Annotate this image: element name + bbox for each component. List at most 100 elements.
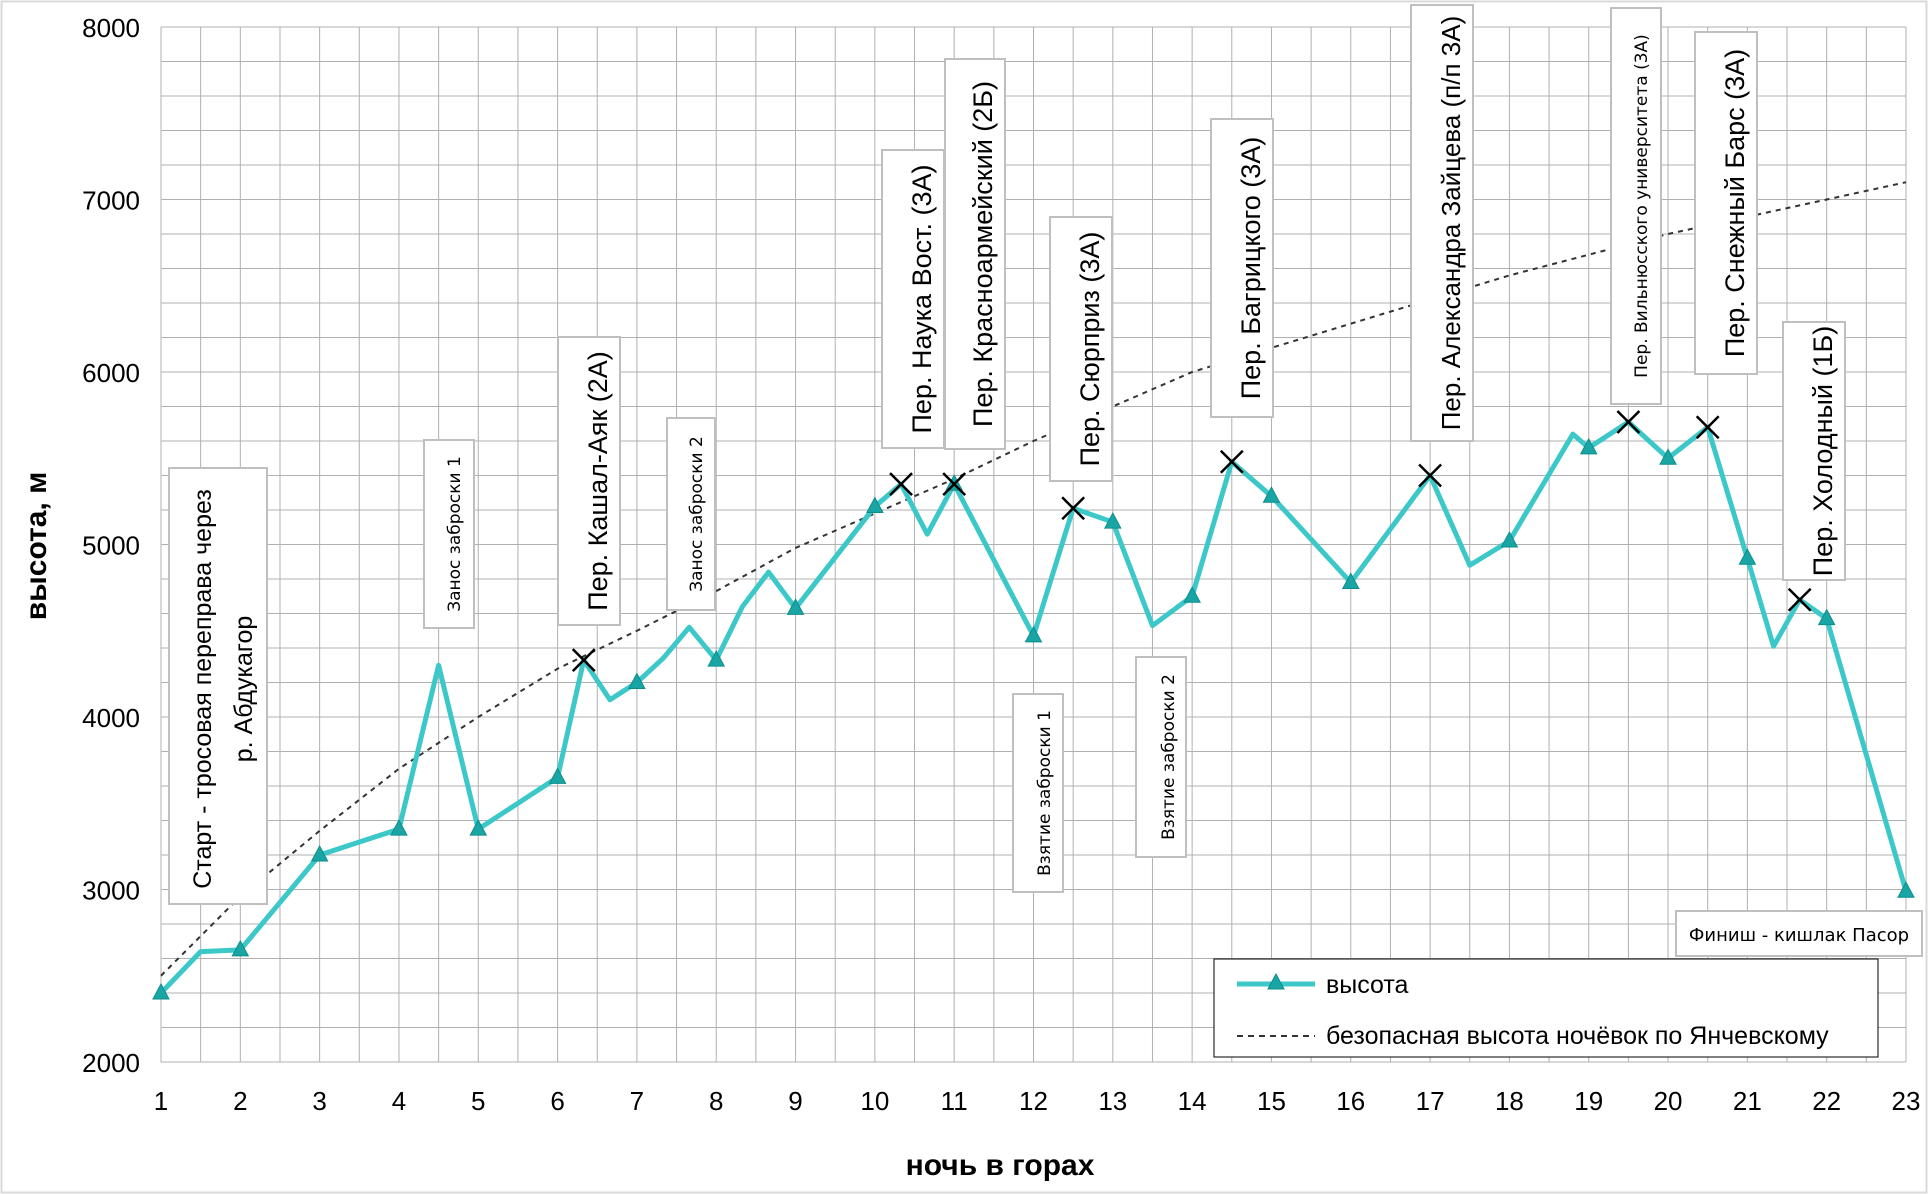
annotation-label: Пер. Кашал-Аяк (2А) [583,351,613,611]
annotation-label: Пер. Вильнюсского университета (3А) [1632,34,1652,378]
annotation-nauka: Пер. Наука Вост. (3А) [881,149,945,449]
x-tick-label: 1 [154,1086,168,1116]
legend-height-marker [1267,972,1285,990]
annotation-finish: Финиш - кишлак Пасор [1675,910,1923,957]
pass-x-marker [1061,496,1086,521]
y-tick-label: 2000 [82,1048,140,1078]
height-point-marker [548,767,567,784]
annotation-krasno: Пер. Красноармейский (2Б) [944,58,1006,450]
annotation-label: Финиш - кишлак Пасор [1689,925,1909,946]
annotation-box [423,439,475,629]
height-point-marker [866,496,884,514]
height-point-marker [786,598,805,615]
x-axis-title: ночь в горах [906,1149,1095,1182]
annotation-box [1610,7,1662,405]
annotations: Старт - тросовая переправа через р. Абдук… [168,4,1923,957]
annotation-box [1694,31,1758,375]
pass-markers [571,410,1812,672]
annotation-label: Взятие заброски 2 [1159,674,1179,840]
x-tick-label: 3 [312,1086,326,1116]
annotation-zaytsev: Пер. Александра Зайцева (п/п 3А) [1410,4,1474,442]
height-point-marker [469,819,488,836]
annotation-label: Пер. Красноармейский (2Б) [968,81,998,427]
annotation-label: р. Абдукагор [230,616,258,763]
x-tick-label: 6 [550,1086,564,1116]
annotation-surpriz: Пер. Сюрприз (3А) [1049,216,1113,482]
y-axis-ticks: 2000 3000 4000 5000 6000 7000 8000 [82,13,140,1078]
height-point-marker [1262,486,1281,503]
pass-x-marker [1219,449,1244,474]
height-point-marker [1500,530,1519,548]
annotation-label: Пер. Сюрприз (3А) [1075,232,1105,467]
annotation-label: Старт - тросовая переправа через [189,489,217,889]
annotation-label: Пер. Снежный Барс (3А) [1720,49,1750,357]
y-tick-label: 7000 [82,186,140,216]
annotation-label: Пер. Холодный (1Б) [1808,326,1838,576]
x-tick-label: 8 [709,1086,723,1116]
annotation-label: Занос заброски 2 [687,436,707,592]
height-point-marker [310,844,329,862]
annotation-vzyatie2: Взятие заброски 2 [1135,656,1187,858]
height-point-marker [1817,608,1836,626]
annotation-label: Взятие заброски 1 [1035,710,1055,876]
annotation-box [1049,216,1113,482]
x-tick-label: 14 [1178,1086,1207,1116]
y-tick-label: 8000 [82,13,140,43]
height-point-marker [390,819,408,836]
height-point-marker [152,982,170,1000]
x-tick-label: 11 [941,1086,968,1116]
x-tick-label: 13 [1098,1086,1127,1116]
annotation-box [168,467,268,905]
height-point-marker [707,650,726,667]
annotation-label: Пер. Александра Зайцева (п/п 3А) [1436,16,1466,431]
annotation-label: Пер. Наука Вост. (3А) [907,165,937,434]
x-axis-ticks: 1 2 3 4 5 6 7 8 9 10 11 12 13 14 15 16 17 18 19 20 21 22 23 [154,1086,1921,1116]
x-tick-label: 5 [471,1086,485,1116]
y-tick-label: 5000 [82,531,140,561]
annotation-box [1675,910,1923,957]
legend-box [1213,958,1879,1058]
safe-height-series [160,181,1907,977]
annotation-label: Пер. Багрицкого (3А) [1236,137,1266,400]
x-tick-label: 12 [1019,1086,1048,1116]
x-tick-label: 4 [392,1086,406,1116]
annotation-holod: Пер. Холодный (1Б) [1782,321,1846,581]
annotation-kashal: Пер. Кашал-Аяк (2А) [557,336,621,626]
x-tick-label: 9 [788,1086,802,1116]
height-point-marker [1738,548,1757,565]
x-tick-label: 16 [1336,1086,1365,1116]
height-point-marker [1103,512,1122,529]
annotation-zanos2: Занос заброски 2 [666,417,716,611]
x-tick-label: 22 [1812,1086,1841,1116]
legend: высота безопасная высота ночёвок по Янче… [1213,958,1879,1058]
height-point-marker [1897,881,1915,898]
x-tick-label: 23 [1892,1086,1921,1116]
legend-height-label: высота [1326,971,1409,999]
pass-x-marker [942,472,967,497]
legend-safe-label: безопасная высота ночёвок по Янчевскому [1326,1022,1829,1050]
annotation-box [881,149,945,449]
y-tick-label: 3000 [82,876,140,906]
x-tick-label: 15 [1257,1086,1286,1116]
pass-x-marker [1695,415,1720,440]
annotation-label: Занос заброски 1 [445,456,465,612]
annotation-box [1012,693,1064,893]
height-point-marker [1579,437,1598,455]
annotation-zanos1: Занос заброски 1 [423,439,475,629]
x-tick-label: 10 [860,1086,889,1116]
annotation-start: Старт - тросовая переправа через р. Абдук… [168,467,268,905]
height-point-marker [628,672,646,689]
annotation-box [1135,656,1187,858]
safe-height-line [160,181,1907,977]
annotation-vilnius: Пер. Вильнюсского университета (3А) [1610,7,1662,405]
annotation-bagr: Пер. Багрицкого (3А) [1210,118,1274,418]
height-point-marker [231,939,250,957]
x-tick-label: 18 [1495,1086,1524,1116]
y-tick-label: 4000 [82,703,140,733]
pass-x-marker [889,472,913,497]
annotation-box [557,336,621,626]
height-point-marker [1183,586,1201,603]
pass-x-marker [1418,463,1442,488]
